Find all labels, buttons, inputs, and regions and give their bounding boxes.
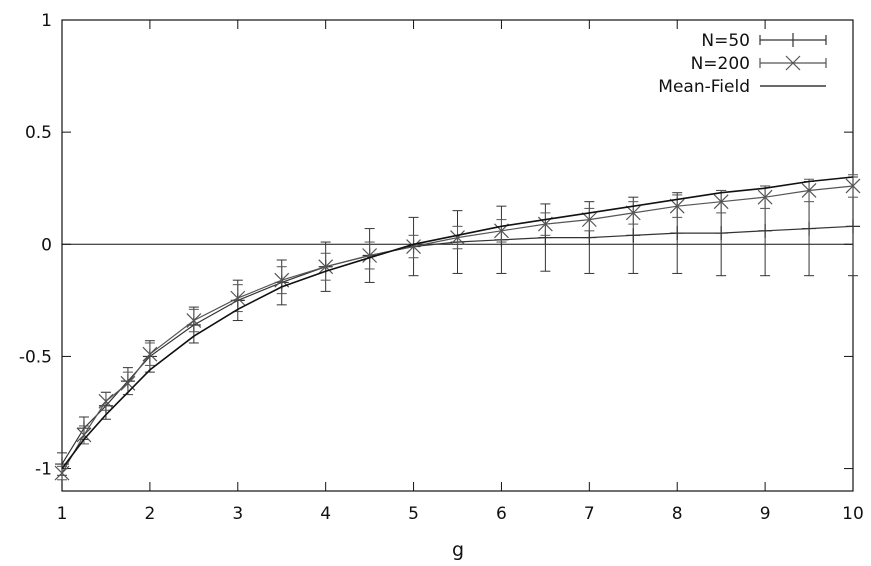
data-point [406, 239, 421, 254]
data-point [714, 226, 729, 241]
data-point [186, 313, 202, 328]
x-tick-label: 1 [57, 504, 68, 524]
x-tick-label: 3 [232, 504, 243, 524]
data-point [450, 230, 465, 245]
data-point [758, 223, 773, 238]
data-point [846, 219, 860, 234]
data-point [626, 228, 641, 243]
legend-label: Mean-Field [658, 77, 750, 97]
legend: N=50 N=200 Mean-Field [658, 31, 827, 97]
x-tick-label: 6 [496, 504, 507, 524]
data-point [845, 178, 861, 194]
data-point [98, 393, 114, 409]
y-tick-label: 1 [41, 11, 52, 31]
data-point [802, 221, 817, 236]
data-point [54, 465, 70, 481]
data-point [582, 230, 597, 245]
legend-marker [785, 55, 801, 71]
axis-ticks: 1 2 3 4 5 6 7 8 9 10 -1 -0.5 0 0.5 1 [19, 11, 864, 524]
data-point [713, 194, 729, 210]
x-tick-label: 9 [760, 504, 771, 524]
data-point [625, 205, 641, 221]
x-tick-label: 7 [584, 504, 595, 524]
series-mean-field [61, 176, 854, 470]
data-point [362, 248, 378, 263]
x-tick-label: 2 [144, 504, 155, 524]
data-point [318, 259, 334, 275]
data-point [76, 427, 92, 443]
data-point [670, 226, 685, 241]
series-n-200 [54, 174, 861, 481]
data-point [669, 198, 685, 214]
data-point [757, 189, 773, 205]
series-line [61, 176, 854, 470]
data-point [142, 346, 158, 362]
x-tick-label: 5 [408, 504, 419, 524]
x-axis-label: g [452, 539, 464, 561]
y-tick-label: -0.5 [19, 347, 52, 367]
series-layer [54, 174, 861, 481]
data-point [801, 183, 817, 198]
y-tick-label: 0 [41, 235, 52, 255]
legend-label: N=200 [691, 54, 750, 74]
data-point [581, 212, 597, 228]
x-tick-label: 10 [842, 504, 864, 524]
y-tick-label: -1 [35, 460, 52, 480]
y-tick-label: 0.5 [25, 123, 52, 143]
x-tick-label: 4 [320, 504, 331, 524]
data-point [230, 290, 246, 306]
legend-label: N=50 [701, 31, 750, 51]
x-tick-label: 8 [672, 504, 683, 524]
